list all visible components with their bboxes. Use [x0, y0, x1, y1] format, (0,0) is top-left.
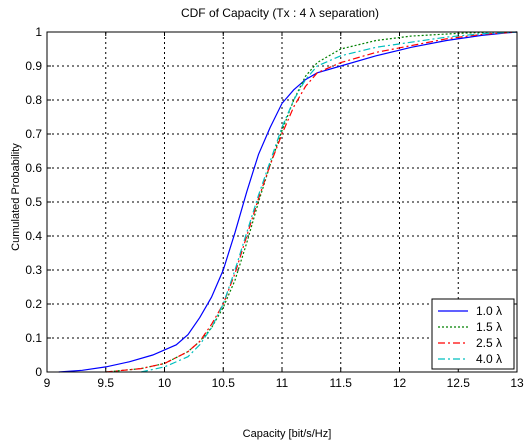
y-axis-label: Cumulated Probability: [10, 143, 22, 251]
legend-label-1: 1.5 λ: [476, 320, 502, 334]
y-tick-label: 0.1: [25, 331, 42, 345]
legend-label-3: 4.0 λ: [476, 352, 502, 366]
x-tick-label: 9: [44, 376, 51, 390]
x-tick-label: 13: [510, 376, 524, 390]
y-tick-label: 0.2: [25, 297, 42, 311]
series-line-2: [105, 31, 518, 373]
y-tick-label: 0.7: [25, 127, 42, 141]
legend: 1.0 λ 1.5 λ 2.5 λ 4.0 λ: [431, 298, 515, 370]
axis-ticks: 9 9.5 10 10.5 11 11.5 12 12.5 13 0 0.1 0.2 0.3 0.4 0.5…: [25, 25, 524, 390]
y-tick-label: 0.6: [25, 161, 42, 175]
y-tick-label: 0.9: [25, 59, 42, 73]
x-tick-label: 12.5: [447, 376, 471, 390]
y-tick-label: 0.5: [25, 195, 42, 209]
x-tick-label: 9.5: [97, 376, 114, 390]
chart-title: CDF of Capacity (Tx : 4 λ separation): [181, 6, 379, 20]
x-tick-label: 11: [276, 376, 289, 390]
legend-label-2: 2.5 λ: [476, 336, 502, 350]
y-tick-label: 0: [35, 365, 42, 379]
x-tick-label: 12: [393, 376, 407, 390]
y-tick-label: 0.3: [25, 263, 42, 277]
series-lines: [58, 31, 518, 373]
y-tick-label: 0.4: [25, 229, 42, 243]
series-line-3: [140, 31, 518, 373]
y-tick-label: 1: [35, 25, 42, 39]
y-tick-label: 0.8: [25, 93, 42, 107]
x-tick-label: 10.5: [212, 376, 236, 390]
series-line-0: [58, 31, 518, 373]
legend-label-0: 1.0 λ: [476, 304, 502, 318]
x-tick-label: 10: [158, 376, 172, 390]
x-axis-label: Capacity [bit/s/Hz]: [243, 428, 332, 440]
x-tick-label: 11.5: [330, 376, 353, 390]
